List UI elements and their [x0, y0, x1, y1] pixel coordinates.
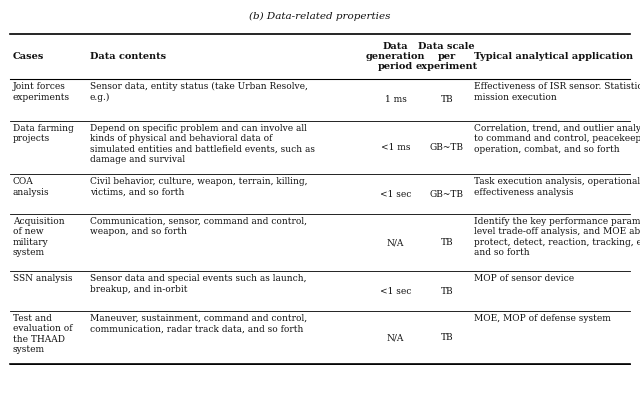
- Text: TB: TB: [440, 287, 453, 295]
- Text: TB: TB: [440, 238, 453, 247]
- Text: Cases: Cases: [13, 52, 44, 61]
- Text: N/A: N/A: [387, 238, 404, 247]
- Text: GB~TB: GB~TB: [429, 143, 464, 152]
- Text: Acquisition
of new
military
system: Acquisition of new military system: [13, 217, 65, 257]
- Text: Data scale
per
experiment: Data scale per experiment: [415, 42, 478, 71]
- Text: Data
generation
period: Data generation period: [366, 42, 425, 71]
- Text: Communication, sensor, command and control,
weapon, and so forth: Communication, sensor, command and contr…: [90, 217, 307, 236]
- Text: Depend on specific problem and can involve all
kinds of physical and behavioral : Depend on specific problem and can invol…: [90, 124, 315, 164]
- Text: Test and
evaluation of
the THAAD
system: Test and evaluation of the THAAD system: [13, 314, 72, 354]
- Text: Data farming
projects: Data farming projects: [13, 124, 74, 143]
- Text: Effectiveness of ISR sensor. Statistical result of
mission execution: Effectiveness of ISR sensor. Statistical…: [474, 82, 640, 102]
- Text: <1 sec: <1 sec: [380, 190, 412, 198]
- Text: <1 sec: <1 sec: [380, 287, 412, 295]
- Text: Identify the key performance parameter, system
level trade-off analysis, and MOE: Identify the key performance parameter, …: [474, 217, 640, 257]
- Text: Maneuver, sustainment, command and control,
communication, radar track data, and: Maneuver, sustainment, command and contr…: [90, 314, 307, 333]
- Text: Data contents: Data contents: [90, 52, 166, 61]
- Text: Task execution analysis, operational
effectiveness analysis: Task execution analysis, operational eff…: [474, 177, 640, 197]
- Text: COA
analysis: COA analysis: [13, 177, 49, 197]
- Text: Sensor data, entity status (take Urban Resolve,
e.g.): Sensor data, entity status (take Urban R…: [90, 82, 307, 102]
- Text: Joint forces
experiments: Joint forces experiments: [13, 82, 70, 102]
- Text: (b) Data-related properties: (b) Data-related properties: [249, 12, 391, 21]
- Text: TB: TB: [440, 95, 453, 105]
- Text: SSN analysis: SSN analysis: [13, 274, 72, 284]
- Text: Correlation, trend, and outlier analysis related
to command and control, peaceke: Correlation, trend, and outlier analysis…: [474, 124, 640, 154]
- Text: Civil behavior, culture, weapon, terrain, killing,
victims, and so forth: Civil behavior, culture, weapon, terrain…: [90, 177, 307, 197]
- Text: Typical analytical application: Typical analytical application: [474, 52, 633, 61]
- Text: <1 ms: <1 ms: [381, 143, 410, 152]
- Text: Sensor data and special events such as launch,
breakup, and in-orbit: Sensor data and special events such as l…: [90, 274, 306, 294]
- Text: 1 ms: 1 ms: [385, 95, 406, 105]
- Text: GB~TB: GB~TB: [429, 190, 464, 198]
- Text: MOP of sensor device: MOP of sensor device: [474, 274, 573, 284]
- Text: N/A: N/A: [387, 333, 404, 342]
- Text: MOE, MOP of defense system: MOE, MOP of defense system: [474, 314, 611, 323]
- Text: TB: TB: [440, 333, 453, 342]
